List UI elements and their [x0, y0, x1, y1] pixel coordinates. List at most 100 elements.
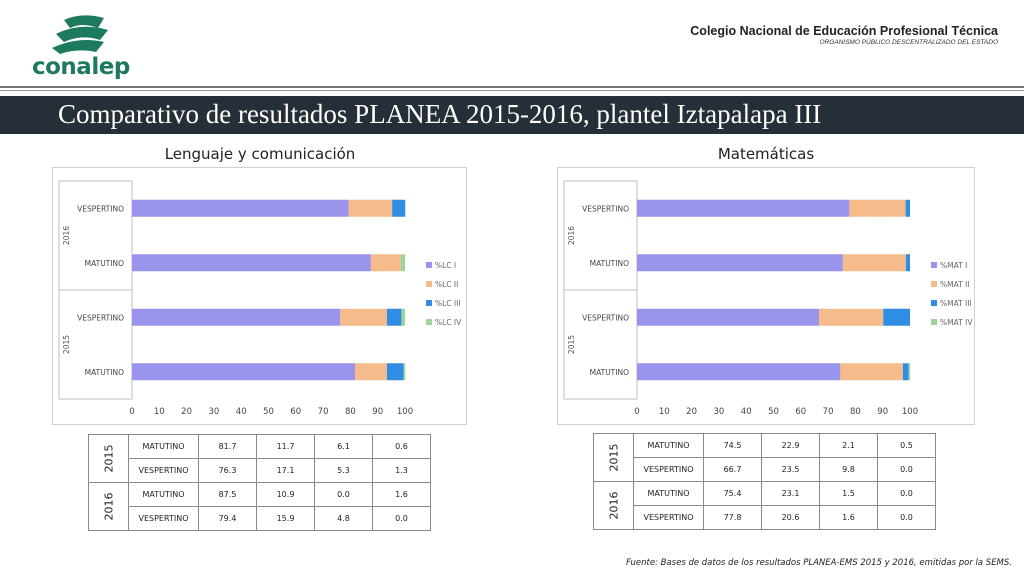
- legend-swatch: [931, 262, 937, 268]
- legend-label: %LC I: [435, 261, 456, 270]
- value-cell: 0.5: [877, 433, 936, 458]
- bar-segment: [400, 254, 405, 272]
- year-cell: 2015: [88, 434, 129, 483]
- turno-cell: MATUTINO: [633, 481, 704, 506]
- table-row: VESPERTINO 66.7 23.5 9.8 0.0: [594, 457, 936, 482]
- value-cell: 0.0: [314, 482, 373, 507]
- legend-label: %LC IV: [435, 318, 462, 327]
- value-cell: 1.6: [819, 505, 878, 530]
- turno-cell: MATUTINO: [633, 433, 704, 458]
- legend-swatch: [931, 300, 937, 306]
- year-cell: 2015: [593, 433, 634, 482]
- legend-swatch: [426, 281, 432, 287]
- category-label: MATUTINO: [85, 368, 124, 377]
- bar-segment: [132, 254, 371, 272]
- table-row: 2015 MATUTINO 81.7 11.7 6.1 0.6: [88, 434, 431, 483]
- x-tick-label: 40: [741, 407, 752, 417]
- value-cell: 4.8: [314, 506, 373, 531]
- header-divider: [0, 86, 1024, 88]
- turno-cell: VESPERTINO: [633, 457, 704, 482]
- value-cell: 2.1: [819, 433, 878, 458]
- value-cell: 0.6: [372, 434, 431, 459]
- bar-segment: [905, 254, 910, 272]
- bar-segment: [403, 363, 406, 381]
- value-cell: 77.8: [703, 505, 762, 530]
- bar-segment: [842, 254, 906, 272]
- bar-segment: [637, 254, 843, 272]
- value-cell: 0.0: [877, 481, 936, 506]
- group-label: 2016: [62, 226, 71, 245]
- value-cell: 23.5: [761, 457, 820, 482]
- bar-segment: [132, 363, 356, 381]
- legend-swatch: [426, 300, 432, 306]
- x-tick-label: 70: [318, 407, 329, 417]
- bar-segment: [819, 308, 884, 326]
- title-banner: [0, 96, 1024, 134]
- x-tick-label: 60: [795, 407, 806, 417]
- category-label: VESPERTINO: [77, 313, 124, 322]
- turno-cell: MATUTINO: [128, 482, 199, 507]
- bar-segment: [340, 308, 387, 326]
- turno-cell: MATUTINO: [128, 434, 199, 459]
- table-row: VESPERTINO 76.3 17.1 5.3 1.3: [89, 458, 431, 483]
- value-cell: 0.0: [877, 457, 936, 482]
- category-label: MATUTINO: [85, 259, 124, 268]
- x-tick-label: 30: [713, 407, 724, 417]
- institution-block: Colegio Nacional de Educación Profesiona…: [690, 24, 998, 46]
- bar-segment: [637, 199, 850, 217]
- value-cell: 1.3: [372, 458, 431, 483]
- data-table-lenguaje: 2015 MATUTINO 81.7 11.7 6.1 0.6 VESPERTINO 76.3…: [88, 434, 431, 531]
- x-tick-label: 0: [129, 407, 134, 417]
- year-cell: 2016: [88, 482, 129, 531]
- page-title: Comparativo de resultados PLANEA 2015-20…: [58, 99, 822, 129]
- chart-lenguaje: 2016 2015 VESPERTINO MATUTINO VESPERTINO MATU…: [58, 180, 462, 417]
- value-cell: 10.9: [256, 482, 315, 507]
- table-row: VESPERTINO 77.8 20.6 1.6 0.0: [594, 505, 936, 530]
- source-note: Fuente: Bases de datos de los resultados…: [625, 558, 1012, 568]
- category-label: VESPERTINO: [77, 204, 124, 213]
- institution-subtitle: ORGANISMO PÚBLICO DESCENTRALIZADO DEL ES…: [819, 39, 998, 46]
- x-tick-label: 10: [659, 407, 670, 417]
- legend-label: %MAT IV: [940, 318, 973, 327]
- year-cell: 2016: [593, 481, 634, 530]
- value-cell: 20.6: [761, 505, 820, 530]
- x-tick-label: 40: [236, 407, 247, 417]
- x-tick-label: 80: [850, 407, 861, 417]
- value-cell: 79.4: [198, 506, 257, 531]
- bar-segment: [637, 363, 841, 381]
- conalep-logo-icon: [52, 15, 108, 54]
- bar-segment: [348, 199, 393, 217]
- x-tick-label: 100: [397, 407, 413, 417]
- category-label: MATUTINO: [590, 259, 629, 268]
- bar-segment: [386, 308, 402, 326]
- turno-cell: VESPERTINO: [128, 458, 199, 483]
- legend-swatch: [426, 262, 432, 268]
- value-cell: 74.5: [703, 433, 762, 458]
- value-cell: 1.6: [372, 482, 431, 507]
- value-cell: 11.7: [256, 434, 315, 459]
- value-cell: 15.9: [256, 506, 315, 531]
- chart-lenguaje-frame: 2016 2015 VESPERTINO MATUTINO VESPERTINO MATU…: [52, 167, 467, 425]
- bar-segment: [883, 308, 910, 326]
- x-tick-label: 50: [768, 407, 779, 417]
- group-label: 2016: [567, 226, 576, 245]
- legend-swatch: [426, 319, 432, 325]
- turno-cell: VESPERTINO: [633, 505, 704, 530]
- bar-segment: [370, 254, 401, 272]
- x-tick-label: 90: [372, 407, 383, 417]
- value-cell: 76.3: [198, 458, 257, 483]
- table-row: VESPERTINO 79.4 15.9 4.8 0.0: [89, 506, 431, 531]
- legend-swatch: [931, 319, 937, 325]
- bar-segment: [392, 199, 406, 217]
- header-divider-thin: [0, 90, 1024, 91]
- legend-swatch: [931, 281, 937, 287]
- value-cell: 5.3: [314, 458, 373, 483]
- bar-segment: [902, 363, 909, 381]
- chart-matematicas-frame: 2016 2015 VESPERTINO MATUTINO VESPERTINO MATU…: [557, 167, 975, 425]
- chart-title-lenguaje: Lenguaje y comunicación: [164, 145, 356, 163]
- value-cell: 81.7: [198, 434, 257, 459]
- legend-label: %MAT II: [940, 280, 970, 289]
- table-row: 2016 MATUTINO 87.5 10.9 0.0 1.6: [88, 482, 431, 531]
- x-tick-label: 20: [181, 407, 192, 417]
- x-tick-label: 90: [877, 407, 888, 417]
